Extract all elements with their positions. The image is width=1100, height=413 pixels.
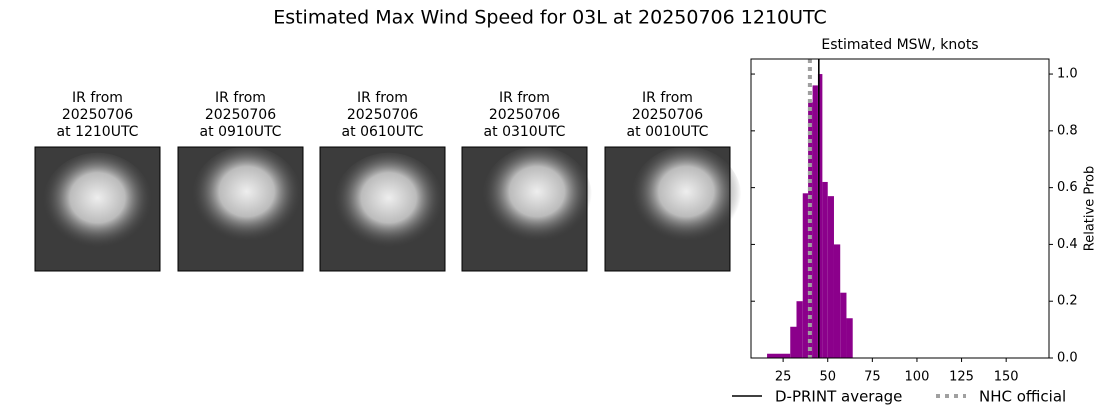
histogram-bar	[802, 193, 809, 358]
x-tick-label: 150	[994, 370, 1019, 385]
x-tick-label: 50	[819, 370, 836, 385]
y-tick-label: 0.2	[1057, 294, 1078, 309]
image-frame	[34, 146, 161, 272]
x-tick-label: 75	[864, 370, 881, 385]
figure-title: Estimated Max Wind Speed for 03L at 2025…	[273, 7, 827, 29]
image-frame	[461, 146, 588, 272]
panel-title: at 0310UTC	[484, 124, 566, 140]
y-tick-label: 0.6	[1057, 180, 1078, 195]
panel-title: at 0010UTC	[627, 124, 709, 140]
histogram: Estimated MSW, knots 25 50 75 100 125 150 0.0 0.…	[732, 37, 1098, 406]
panel-title: at 0910UTC	[200, 124, 282, 140]
legend-label: D-PRINT average	[775, 388, 902, 406]
panel-title: IR from	[72, 90, 123, 106]
x-tick-label: 25	[775, 370, 792, 385]
cloud-mass	[631, 146, 742, 247]
panel-title: IR from	[642, 90, 693, 106]
axes-frame	[750, 58, 1050, 359]
panel-title: 20250706	[205, 107, 276, 123]
panel-title: 20250706	[489, 107, 560, 123]
y-tick-label: 0.0	[1057, 351, 1078, 366]
panel-title: IR from	[357, 90, 408, 106]
histogram-bar	[790, 326, 797, 358]
axes-title: Estimated MSW, knots	[821, 37, 978, 53]
y-tick-label: 0.8	[1057, 123, 1078, 138]
image-frame	[319, 146, 446, 272]
panel-title: 20250706	[632, 107, 703, 123]
cloud-mass	[333, 152, 444, 253]
panel-title: at 1210UTC	[57, 124, 139, 140]
histogram-bar	[833, 244, 841, 358]
panel-title: IR from	[499, 90, 550, 106]
image-frame	[177, 146, 304, 272]
cloud-mass	[42, 152, 153, 253]
histogram-bar	[840, 292, 847, 358]
histogram-bar	[822, 181, 828, 358]
cloud-mass	[191, 146, 302, 247]
histogram-bar	[812, 85, 818, 358]
x-tick-label: 100	[905, 370, 930, 385]
histogram-bar	[827, 196, 834, 358]
panel-title: 20250706	[62, 107, 133, 123]
histogram-bar	[767, 353, 791, 358]
histogram-bar	[846, 318, 853, 358]
legend-label: NHC official	[979, 388, 1066, 406]
panel-title: IR from	[215, 90, 266, 106]
image-frame	[604, 146, 731, 272]
y-axis-label: Relative Prob	[1083, 166, 1098, 251]
y-tick-label: 1.0	[1057, 67, 1078, 82]
panel-title: 20250706	[347, 107, 418, 123]
histogram-bar	[817, 74, 823, 359]
panel-title: at 0610UTC	[342, 124, 424, 140]
x-tick-label: 125	[949, 370, 974, 385]
cloud-mass	[482, 146, 592, 247]
y-tick-label: 0.4	[1057, 237, 1078, 252]
histogram-bar	[796, 301, 803, 358]
